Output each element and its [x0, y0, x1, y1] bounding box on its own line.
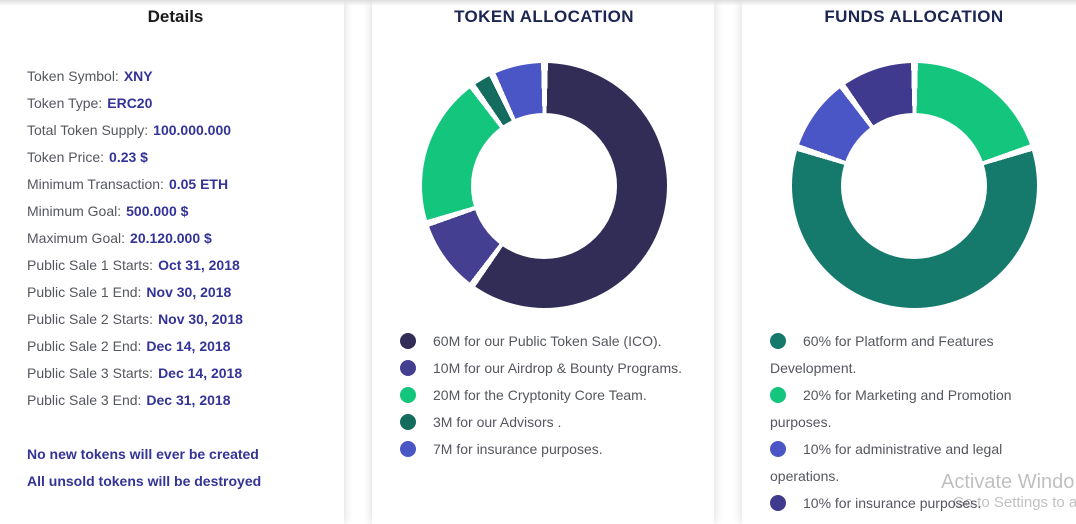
panel-gutter: [714, 0, 742, 524]
detail-label: Minimum Transaction:: [27, 176, 164, 192]
detail-label: Public Sale 1 End:: [27, 284, 142, 300]
details-panel: Details Token Symbol: XNY Token Type: ERC2…: [0, 0, 344, 524]
legend-item[interactable]: 10M for our Airdrop & Bounty Programs.: [400, 355, 688, 382]
legend-item[interactable]: 60% for Platform and Features Developmen…: [770, 328, 1058, 382]
details-title: Details: [147, 7, 204, 26]
detail-row: Public Sale 3 Starts: Dec 14, 2018: [27, 360, 324, 387]
detail-row: Public Sale 1 End: Nov 30, 2018: [27, 279, 324, 306]
legend-color-dot: [770, 333, 786, 349]
token-allocation-donut-chart[interactable]: [421, 63, 667, 308]
detail-label: Public Sale 1 Starts:: [27, 257, 154, 273]
detail-value: 0.05 ETH: [168, 176, 229, 192]
details-note: All unsold tokens will be destroyed: [27, 473, 262, 489]
legend-color-dot: [400, 414, 416, 430]
detail-value: Dec 31, 2018: [146, 392, 231, 408]
detail-value: XNY: [123, 68, 153, 84]
detail-value: 20.120.000 $: [130, 230, 212, 246]
detail-label: Public Sale 2 End:: [27, 338, 142, 354]
detail-row: Public Sale 3 End: Dec 31, 2018: [27, 387, 324, 414]
detail-label: Minimum Goal:: [27, 203, 122, 219]
legend-color-dot: [770, 387, 786, 403]
detail-label: Public Sale 2 Starts:: [27, 311, 154, 327]
legend-color-dot: [400, 387, 416, 403]
legend-color-dot: [400, 333, 416, 349]
detail-label: Maximum Goal:: [27, 230, 126, 246]
legend-item[interactable]: 60M for our Public Token Sale (ICO).: [400, 328, 688, 355]
detail-value: ERC20: [107, 95, 153, 111]
detail-value: Nov 30, 2018: [146, 284, 232, 300]
detail-row: Token Price: 0.23 $: [27, 144, 324, 171]
legend-label: 3M for our Advisors .: [433, 414, 562, 430]
detail-value: 100.000.000: [153, 122, 232, 138]
donut-hole: [471, 112, 617, 259]
legend-item[interactable]: 10% for insurance purposes.: [770, 490, 1058, 517]
token-allocation-panel: TOKEN ALLOCATION 60M for our Public Toke…: [372, 0, 714, 524]
legend-color-dot: [400, 360, 416, 376]
funds-allocation-title: FUNDS ALLOCATION: [824, 7, 1004, 26]
funds-allocation-legend: 60% for Platform and Features Developmen…: [770, 328, 1058, 517]
legend-item[interactable]: 10% for administrative and legal operati…: [770, 436, 1058, 490]
legend-label: 60M for our Public Token Sale (ICO).: [433, 333, 662, 349]
legend-label: 10% for insurance purposes.: [803, 495, 982, 511]
token-allocation-legend: 60M for our Public Token Sale (ICO). 10M…: [400, 328, 688, 463]
legend-color-dot: [400, 441, 416, 457]
legend-label: 10% for administrative and legal operati…: [770, 441, 1003, 484]
detail-row: Public Sale 2 End: Dec 14, 2018: [27, 333, 324, 360]
detail-value: Oct 31, 2018: [158, 257, 240, 273]
detail-label: Token Type:: [27, 95, 103, 111]
detail-row: Minimum Transaction: 0.05 ETH: [27, 171, 324, 198]
legend-label: 7M for insurance purposes.: [433, 441, 603, 457]
detail-row: Minimum Goal: 500.000 $: [27, 198, 324, 225]
detail-label: Token Symbol:: [27, 68, 119, 84]
detail-label: Public Sale 3 End:: [27, 392, 142, 408]
funds-allocation-panel: FUNDS ALLOCATION 60% for Platform and Fe…: [742, 0, 1076, 524]
legend-label: 60% for Platform and Features Developmen…: [770, 333, 994, 376]
legend-label: 10M for our Airdrop & Bounty Programs.: [433, 360, 682, 376]
legend-color-dot: [770, 495, 786, 511]
detail-value: 0.23 $: [109, 149, 148, 165]
funds-allocation-donut-chart[interactable]: [791, 63, 1037, 308]
detail-row: Total Token Supply: 100.000.000: [27, 117, 324, 144]
legend-item[interactable]: 7M for insurance purposes.: [400, 436, 688, 463]
detail-label: Public Sale 3 Starts:: [27, 365, 154, 381]
token-allocation-title: TOKEN ALLOCATION: [454, 7, 634, 26]
legend-item[interactable]: 3M for our Advisors .: [400, 409, 688, 436]
legend-item[interactable]: 20% for Marketing and Promotion purposes…: [770, 382, 1058, 436]
detail-value: Dec 14, 2018: [158, 365, 243, 381]
panel-gutter: [344, 0, 372, 524]
detail-row: Public Sale 2 Starts: Nov 30, 2018: [27, 306, 324, 333]
details-list: Token Symbol: XNY Token Type: ERC20 Total …: [27, 63, 324, 414]
legend-label: 20M for the Cryptonity Core Team.: [433, 387, 647, 403]
detail-value: Dec 14, 2018: [146, 338, 231, 354]
detail-row: Maximum Goal: 20.120.000 $: [27, 225, 324, 252]
legend-color-dot: [770, 441, 786, 457]
detail-row: Token Type: ERC20: [27, 90, 324, 117]
detail-row: Token Symbol: XNY: [27, 63, 324, 90]
detail-value: 500.000 $: [126, 203, 189, 219]
legend-item[interactable]: 20M for the Cryptonity Core Team.: [400, 382, 688, 409]
detail-value: Nov 30, 2018: [158, 311, 243, 327]
legend-label: 20% for Marketing and Promotion purposes…: [770, 387, 1012, 430]
donut-hole: [841, 112, 987, 259]
details-notes: No new tokens will ever be created All un…: [27, 441, 324, 495]
details-note: No new tokens will ever be created: [27, 446, 259, 462]
detail-row: Public Sale 1 Starts: Oct 31, 2018: [27, 252, 324, 279]
detail-label: Token Price:: [27, 149, 105, 165]
detail-label: Total Token Supply:: [27, 122, 149, 138]
